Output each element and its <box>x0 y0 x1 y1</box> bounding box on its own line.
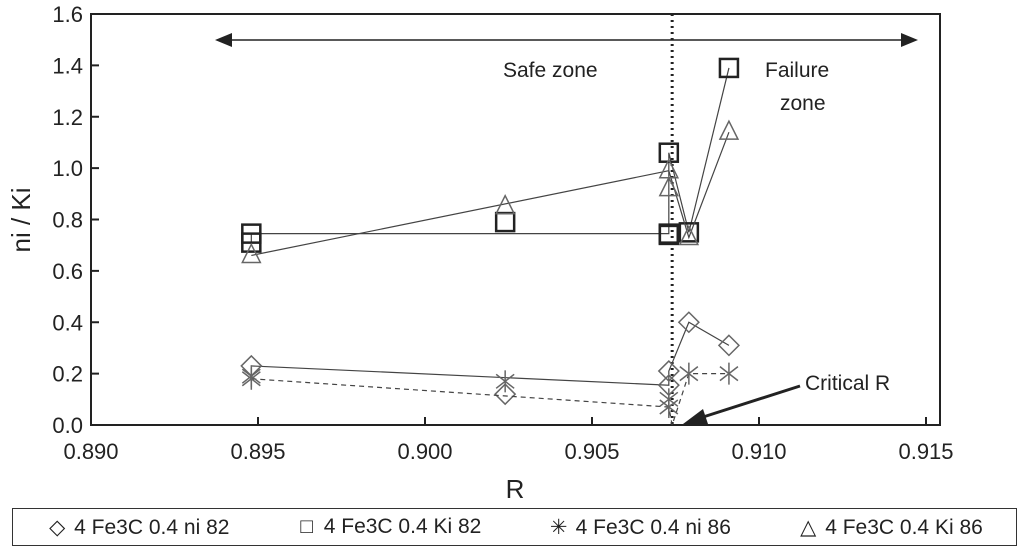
square-marker <box>658 142 680 163</box>
y-tick-label: 0.2 <box>52 362 83 387</box>
square-marker <box>658 224 680 246</box>
star-marker <box>659 391 679 407</box>
square-icon: □ <box>300 515 314 538</box>
square-marker <box>718 57 740 79</box>
y-tick-label: 1.4 <box>52 53 83 78</box>
y-tick-label: 1.0 <box>52 156 83 181</box>
series-line <box>251 321 730 386</box>
critical-r-label: Critical R <box>805 372 890 395</box>
triangle-icon: △ <box>800 515 817 539</box>
y-tick-label: 0.8 <box>52 208 83 233</box>
triangle-marker <box>718 119 740 140</box>
triangle-marker <box>678 224 700 246</box>
failure-zone-label: zone <box>780 92 826 115</box>
y-tick-label: 0.0 <box>52 413 83 438</box>
star-marker <box>241 368 261 384</box>
legend: ◇ 4 Fe3C 0.4 ni 82 □ 4 Fe3C 0.4 Ki 82 ✳ 4 F… <box>12 508 1017 546</box>
legend-item-star: ✳ 4 Fe3C 0.4 ni 86 <box>548 515 731 540</box>
x-tick-label: 0.890 <box>63 439 118 464</box>
triangle-marker <box>658 175 680 197</box>
star-marker <box>679 366 699 382</box>
critical-arrow <box>699 384 801 420</box>
x-axis-label: R <box>506 474 525 504</box>
square-marker <box>678 222 700 243</box>
y-tick-label: 0.6 <box>52 259 83 284</box>
failure-zone-label: Failure <box>765 59 829 82</box>
series-line <box>251 373 729 426</box>
star-marker <box>495 373 515 389</box>
x-tick-label: 0.895 <box>230 439 285 464</box>
arrow-right-icon <box>901 33 918 47</box>
triangle-marker <box>241 242 262 264</box>
arrowhead-icon <box>683 409 708 424</box>
arrow-left-icon <box>215 33 232 47</box>
x-tick-label: 0.910 <box>731 439 786 464</box>
legend-item-diamond: ◇ 4 Fe3C 0.4 ni 82 <box>46 515 229 540</box>
y-tick-label: 0.4 <box>52 310 83 335</box>
x-tick-label: 0.905 <box>564 439 619 464</box>
x-tick-label: 0.915 <box>898 439 953 464</box>
series-line <box>251 131 730 257</box>
legend-item-triangle: △ 4 Fe3C 0.4 Ki 86 <box>797 515 983 540</box>
diamond-marker <box>494 383 517 406</box>
diamond-icon: ◇ <box>49 515 66 539</box>
diamond-marker <box>717 334 741 357</box>
x-tick-label: 0.900 <box>397 439 452 464</box>
chart: 0.890 0.895 0.900 0.905 0.910 0.915 0.0 0.2 0.4 0… <box>6 2 954 504</box>
square-marker <box>494 211 516 233</box>
y-axis-label: ni / Ki <box>6 187 36 252</box>
y-tick-label: 1.6 <box>52 2 83 27</box>
triangle-marker <box>494 193 516 215</box>
safe-zone-label: Safe zone <box>503 59 598 82</box>
star-icon: ✳ <box>549 515 568 539</box>
star-marker <box>719 366 739 382</box>
series-line <box>250 67 730 243</box>
square-marker <box>241 223 262 244</box>
legend-item-square: □ 4 Fe3C 0.4 Ki 82 <box>296 515 481 539</box>
diamond-marker <box>657 359 680 383</box>
y-tick-label: 1.2 <box>52 105 83 130</box>
diamond-marker <box>677 311 700 334</box>
